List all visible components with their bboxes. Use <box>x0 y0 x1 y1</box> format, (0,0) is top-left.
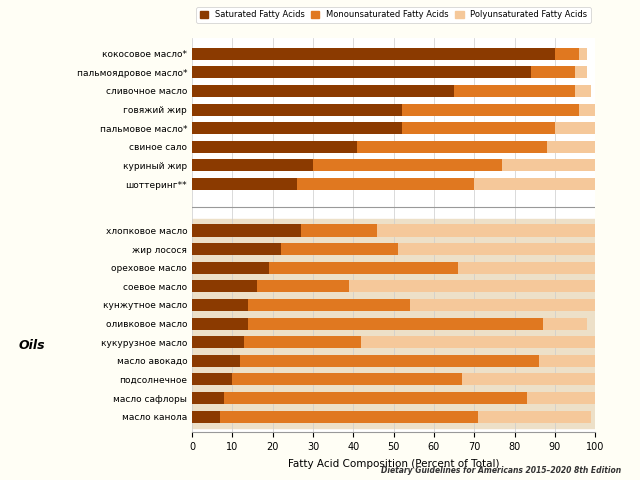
Bar <box>192 225 301 237</box>
Bar <box>527 392 595 404</box>
Bar <box>410 299 595 311</box>
X-axis label: Fatty Acid Composition (Percent of Total): Fatty Acid Composition (Percent of Total… <box>288 459 499 468</box>
Bar <box>402 104 579 116</box>
Bar <box>301 225 378 237</box>
Bar <box>257 280 349 292</box>
Bar <box>192 104 402 116</box>
Bar <box>192 280 257 292</box>
Bar <box>192 48 555 60</box>
Bar <box>244 336 362 348</box>
Bar <box>192 318 248 330</box>
Bar <box>575 85 591 97</box>
Bar <box>349 280 595 292</box>
Bar <box>248 318 543 330</box>
Bar <box>192 42 595 196</box>
Bar <box>269 262 458 274</box>
Bar <box>192 66 531 78</box>
Bar <box>313 159 502 171</box>
Bar <box>232 373 462 385</box>
Bar <box>248 299 410 311</box>
Bar <box>378 225 595 237</box>
Bar <box>192 262 269 274</box>
Bar <box>458 262 595 274</box>
Bar <box>192 355 241 367</box>
Bar <box>192 178 297 190</box>
Bar <box>192 299 248 311</box>
Bar <box>362 336 595 348</box>
Bar <box>579 48 587 60</box>
Bar <box>192 141 357 153</box>
Bar <box>531 66 575 78</box>
Bar <box>192 122 402 134</box>
Bar <box>402 122 555 134</box>
Bar <box>192 336 244 348</box>
Bar <box>224 392 527 404</box>
Bar <box>192 159 313 171</box>
Bar <box>297 178 474 190</box>
Bar <box>192 219 595 428</box>
Bar <box>543 318 587 330</box>
Bar <box>454 85 575 97</box>
Bar <box>555 48 579 60</box>
Bar <box>192 373 232 385</box>
Bar <box>462 373 595 385</box>
Bar <box>579 104 595 116</box>
Text: Dietary Guidelines for Americans 2015–2020 8th Edition: Dietary Guidelines for Americans 2015–20… <box>381 466 621 475</box>
Bar <box>539 355 595 367</box>
Text: Oils: Oils <box>19 339 45 352</box>
Bar <box>281 243 397 255</box>
Bar <box>397 243 595 255</box>
Bar <box>192 85 454 97</box>
Bar <box>241 355 539 367</box>
Bar <box>474 178 595 190</box>
Bar <box>357 141 547 153</box>
Bar <box>192 410 220 423</box>
Bar <box>192 243 281 255</box>
Bar <box>192 392 224 404</box>
Bar <box>478 410 591 423</box>
Bar <box>547 141 595 153</box>
Bar <box>220 410 478 423</box>
Bar <box>575 66 587 78</box>
Legend: Saturated Fatty Acids, Monounsaturated Fatty Acids, Polyunsaturated Fatty Acids: Saturated Fatty Acids, Monounsaturated F… <box>196 7 591 23</box>
Bar <box>555 122 595 134</box>
Bar <box>502 159 595 171</box>
